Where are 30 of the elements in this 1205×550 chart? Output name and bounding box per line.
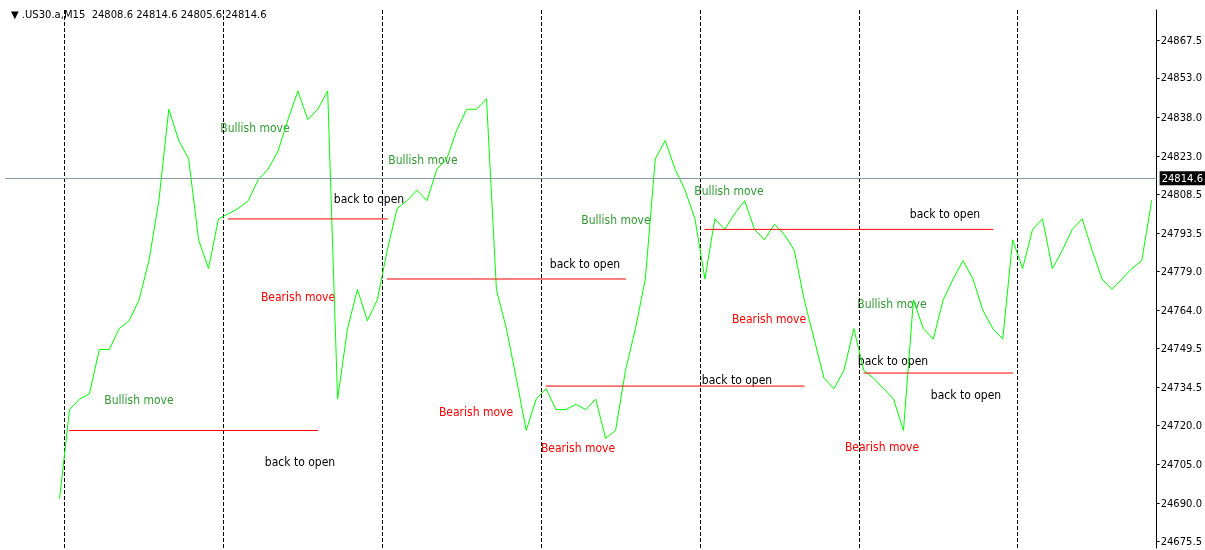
y-tick-label: 24720.0 [1160, 419, 1203, 431]
annotation: back to open [909, 207, 981, 221]
annotation: back to open [930, 388, 1002, 402]
y-tick-label: 24779.0 [1160, 265, 1203, 277]
annotation: back to open [333, 192, 405, 206]
y-tick-label: 24675.5 [1160, 535, 1203, 547]
annotation: back to open [701, 373, 773, 387]
annotation: Bearish move [540, 441, 616, 455]
annotation: Bullish move [581, 213, 651, 227]
y-tick-label: 24734.5 [1160, 381, 1203, 393]
annotation: back to open [549, 257, 621, 271]
annotation: Bearish move [438, 405, 514, 419]
y-tick-label: 24838.0 [1160, 111, 1203, 123]
line-series [59, 90, 1153, 499]
y-tick-label: 24808.5 [1160, 188, 1203, 200]
ref-line-label: 24814.6 [1161, 172, 1204, 184]
y-tick-label: 24867.5 [1160, 34, 1203, 46]
y-tick-label: 24793.5 [1160, 227, 1203, 239]
annotation: Bullish move [104, 393, 174, 407]
y-tick-label: 24764.0 [1160, 304, 1203, 316]
annotation: Bullish move [694, 184, 764, 198]
chart-title: ▼ .US30.a,M15 24808.6 24814.6 24805.6 24814.6 [11, 8, 267, 20]
y-tick-label: 24749.5 [1160, 342, 1203, 354]
annotation: Bearish move [844, 440, 920, 454]
annotation: Bearish move [731, 312, 807, 326]
annotation: back to open [264, 455, 336, 469]
y-tick-label: 24823.0 [1160, 150, 1203, 162]
y-tick-label: 24690.0 [1160, 498, 1203, 510]
y-tick-label: 24705.0 [1160, 458, 1203, 470]
y-tick-label: 24853.0 [1160, 72, 1203, 84]
